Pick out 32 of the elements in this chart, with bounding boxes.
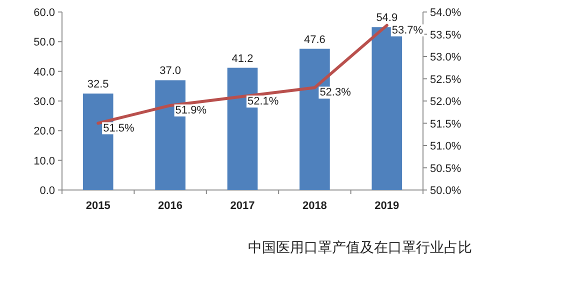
y2-tick-label: 54.0% — [430, 7, 462, 19]
x-tick-label: 2019 — [374, 200, 400, 212]
text: 中国医用口罩产值及在口罩行业占比 — [248, 239, 472, 255]
data-label: 54.9 — [376, 12, 398, 24]
y2-tick-label: 50.0% — [430, 185, 462, 197]
y2-tick-label: 52.5% — [430, 74, 462, 86]
data-label: 51.9% — [175, 104, 207, 116]
data-label: 52.1% — [248, 96, 279, 108]
data-label: 52.3% — [320, 86, 352, 99]
x-tick-label: 2017 — [230, 200, 255, 212]
y2-tick-label: 51.5% — [430, 118, 462, 130]
data-label: 41.2 — [232, 52, 254, 65]
y-tick-label: 10.0 — [34, 155, 55, 168]
y2-tick-label: 50.5% — [430, 162, 462, 175]
y-tick-label: 60.0 — [34, 7, 55, 19]
x-tick-label: 2015 — [86, 200, 110, 212]
y-tick-label: 40.0 — [34, 66, 55, 78]
data-label: 51.5% — [103, 122, 135, 134]
x-tick-label: 2016 — [158, 200, 183, 212]
data-label: 37.0 — [160, 65, 182, 78]
y-tick-label: 30.0 — [34, 96, 55, 108]
y-tick-label: 20.0 — [34, 126, 55, 138]
y-tick-label: 50.0 — [34, 36, 55, 49]
data-label: 53.7% — [392, 24, 424, 36]
y2-tick-label: 51.0% — [430, 140, 462, 152]
y2-tick-label: 53.0% — [430, 52, 462, 64]
y2-tick-label: 52.0% — [430, 96, 462, 108]
x-tick-label: 2018 — [302, 200, 327, 212]
y-tick-label: 0.0 — [40, 185, 55, 197]
data-label: 32.5 — [87, 78, 109, 91]
data-label: 47.6 — [304, 34, 326, 46]
y2-tick-label: 53.5% — [430, 29, 462, 42]
